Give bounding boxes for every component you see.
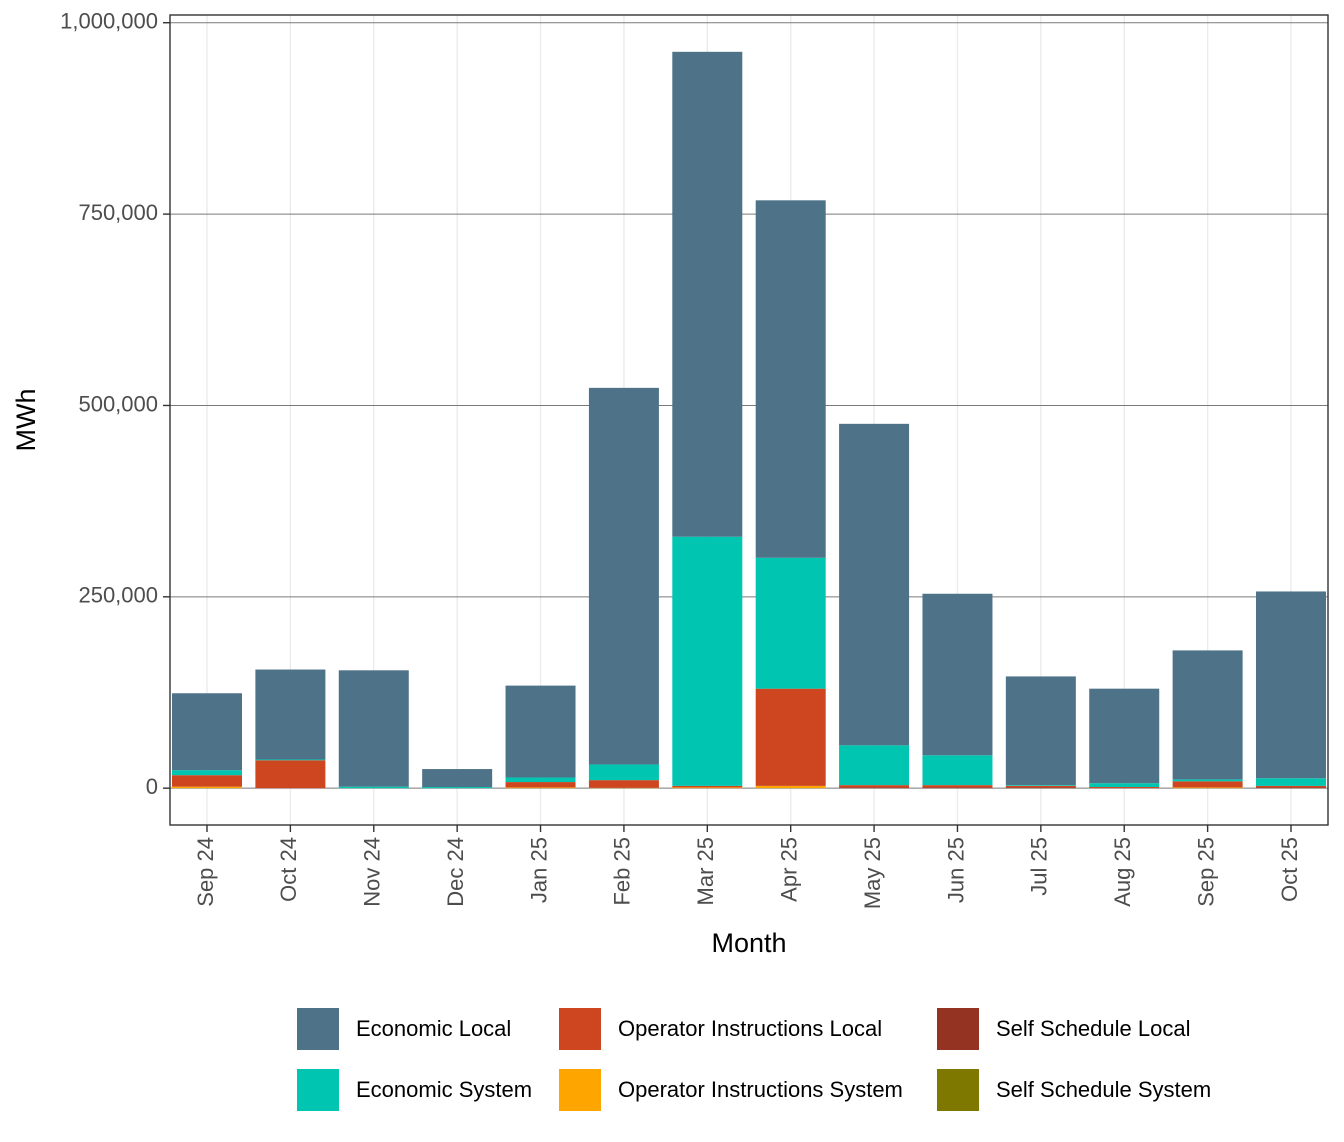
legend-key bbox=[559, 1069, 601, 1111]
x-tick-label: Jan 25 bbox=[526, 837, 551, 903]
bar-segment bbox=[588, 387, 659, 765]
bar-segment bbox=[672, 785, 743, 788]
bar-segment bbox=[1089, 783, 1160, 788]
legend-label: Economic Local bbox=[356, 1016, 511, 1041]
y-tick-label: 250,000 bbox=[78, 583, 158, 608]
legend-key bbox=[297, 1069, 339, 1111]
legend-key bbox=[937, 1069, 979, 1111]
bar-segment bbox=[839, 745, 910, 786]
bar-segment bbox=[255, 760, 326, 789]
legend-key bbox=[297, 1008, 339, 1050]
bar-segment bbox=[839, 423, 910, 746]
x-tick-label: Dec 24 bbox=[443, 837, 468, 907]
bar-segment bbox=[505, 685, 576, 778]
bar-segment bbox=[922, 593, 993, 756]
bar-segment bbox=[588, 764, 659, 781]
bar-segment bbox=[1005, 787, 1076, 789]
bar-segment bbox=[1256, 787, 1326, 789]
x-tick-label: May 25 bbox=[860, 837, 885, 909]
bar-segment bbox=[255, 759, 326, 761]
bar-segment bbox=[338, 786, 409, 789]
bar-segment bbox=[1172, 781, 1243, 788]
bar-segment bbox=[922, 785, 993, 788]
bar-segment bbox=[755, 200, 826, 558]
bar-segment bbox=[505, 777, 576, 783]
x-tick-label: Aug 25 bbox=[1110, 837, 1135, 907]
bar-segment bbox=[1256, 778, 1326, 786]
bar-segment bbox=[588, 780, 659, 788]
bar-segment bbox=[1256, 785, 1326, 788]
legend-label: Self Schedule System bbox=[996, 1077, 1211, 1102]
bar-segment bbox=[755, 785, 826, 789]
bar-segment bbox=[172, 775, 242, 787]
bar-segment bbox=[672, 51, 743, 537]
bar-segment bbox=[1005, 676, 1076, 786]
y-tick-label: 1,000,000 bbox=[60, 9, 158, 34]
legend-key bbox=[937, 1008, 979, 1050]
x-tick-label: Oct 24 bbox=[276, 837, 301, 902]
bar-segment bbox=[422, 769, 493, 788]
bar-segment bbox=[505, 782, 576, 788]
legend-key bbox=[559, 1008, 601, 1050]
x-tick-label: Jun 25 bbox=[943, 837, 968, 903]
y-tick-label: 500,000 bbox=[78, 391, 158, 416]
legend-label: Operator Instructions Local bbox=[618, 1016, 882, 1041]
bar-segment bbox=[422, 787, 493, 789]
x-tick-label: Oct 25 bbox=[1277, 837, 1302, 902]
x-tick-label: Sep 24 bbox=[193, 837, 218, 907]
x-tick-label: Nov 24 bbox=[360, 837, 385, 907]
bar-segment bbox=[172, 693, 242, 771]
bar-segment bbox=[1089, 787, 1160, 789]
bar-segment bbox=[922, 755, 993, 786]
bar-segment bbox=[672, 787, 743, 789]
bar-segment bbox=[172, 786, 242, 789]
bar-segment bbox=[1172, 779, 1243, 782]
bar-segment bbox=[672, 536, 743, 786]
x-tick-label: Feb 25 bbox=[610, 837, 635, 906]
legend-label: Economic System bbox=[356, 1077, 532, 1102]
bar-segment bbox=[755, 557, 826, 689]
y-tick-label: 750,000 bbox=[78, 200, 158, 225]
bar-segment bbox=[1172, 650, 1243, 780]
y-axis-title: MWh bbox=[11, 389, 41, 452]
bar-segment bbox=[255, 669, 326, 760]
x-tick-label: Apr 25 bbox=[777, 837, 802, 902]
bar-segment bbox=[755, 688, 826, 786]
bar-segment bbox=[1089, 688, 1160, 784]
legend-label: Operator Instructions System bbox=[618, 1077, 903, 1102]
bar-segment bbox=[172, 770, 242, 776]
bar-segment bbox=[505, 787, 576, 789]
bar-segment bbox=[1005, 785, 1076, 788]
x-tick-label: Jul 25 bbox=[1027, 837, 1052, 896]
bar-segment bbox=[922, 787, 993, 789]
plot-border bbox=[169, 14, 1329, 826]
y-tick-label: 0 bbox=[146, 774, 158, 799]
x-tick-label: Mar 25 bbox=[693, 837, 718, 905]
bar-segment bbox=[338, 670, 409, 787]
x-axis-title: Month bbox=[711, 928, 786, 958]
bar-segment bbox=[839, 787, 910, 789]
bar-segment bbox=[839, 785, 910, 788]
bar-segment bbox=[1005, 785, 1076, 786]
x-tick-label: Sep 25 bbox=[1193, 837, 1218, 907]
legend-label: Self Schedule Local bbox=[996, 1016, 1190, 1041]
bar-segment bbox=[1256, 591, 1326, 779]
bar-segment bbox=[1172, 787, 1243, 789]
